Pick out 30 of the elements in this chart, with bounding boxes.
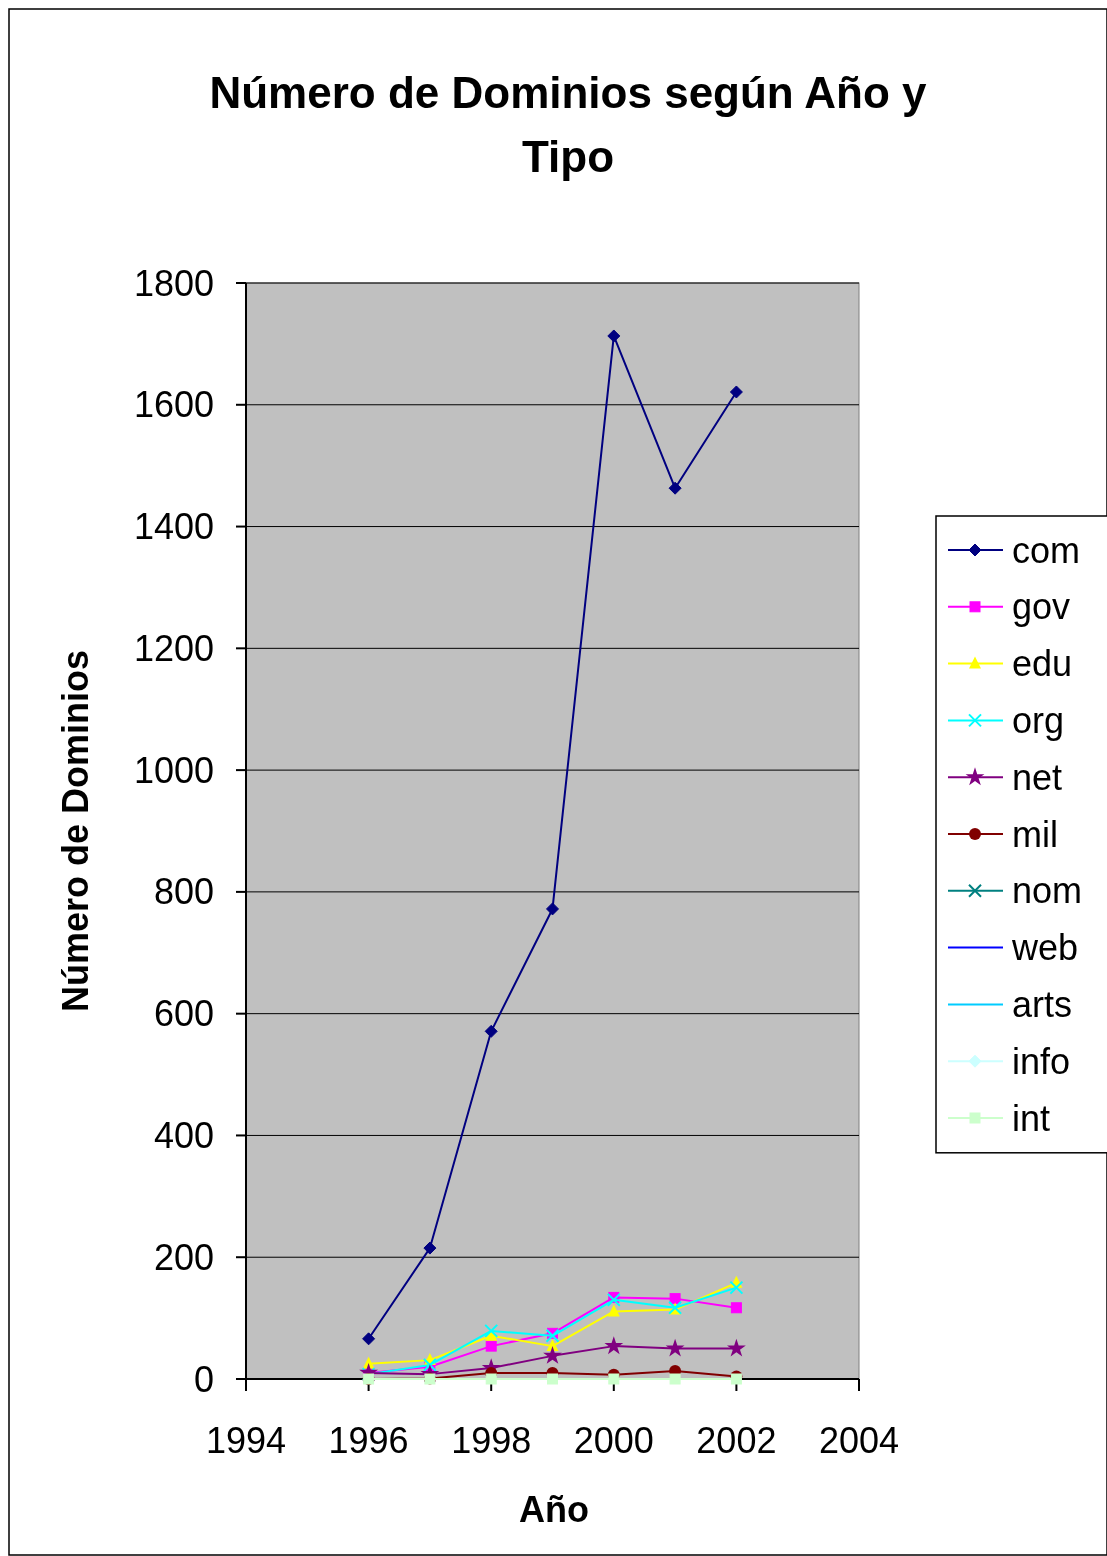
legend-label: gov [1012,586,1071,628]
y-tick-label: 0 [193,1358,214,1400]
legend-label: nom [1012,870,1083,912]
legend-label: net [1012,756,1063,798]
legend-label: web [1011,927,1079,969]
legend-label: com [1012,529,1081,571]
x-tick-label: 1998 [451,1420,532,1461]
x-tick-label: 2000 [573,1420,654,1461]
legend-label: arts [1012,984,1073,1025]
x-tick-label: 1996 [328,1420,409,1461]
legend-label: mil [1012,813,1058,855]
y-tick-label: 1400 [133,506,214,548]
x-axis-title: Año [519,1489,589,1530]
x-tick-label: 2002 [696,1420,777,1461]
y-tick-label: 800 [153,871,214,913]
y-tick-label: 600 [153,993,214,1035]
y-tick-label: 1800 [133,262,214,304]
legend-label: edu [1012,643,1073,685]
y-tick-label: 400 [153,1115,214,1157]
y-axis-title: Número de Dominios [55,649,96,1013]
legend-label: int [1012,1097,1051,1139]
chart-title: Número de Dominios según Año y Tipo [209,68,928,181]
y-tick-label: 1200 [133,627,214,669]
x-tick-label: 1994 [205,1420,287,1461]
x-tick-label: 2004 [818,1420,900,1461]
y-tick-label: 1600 [133,384,214,426]
y-tick-label: 1000 [133,749,214,791]
legend-label: org [1012,700,1065,741]
legend-label: info [1012,1040,1071,1082]
y-tick-label: 200 [153,1236,214,1278]
